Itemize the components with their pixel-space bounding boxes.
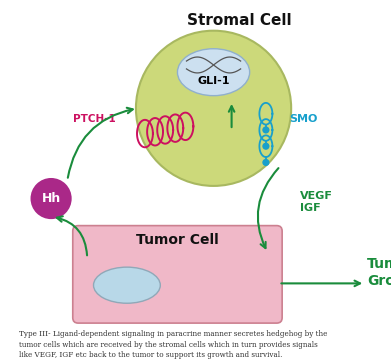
Circle shape	[263, 160, 269, 165]
Ellipse shape	[178, 49, 249, 96]
Circle shape	[136, 31, 291, 186]
Text: Tumor
Growth: Tumor Growth	[367, 257, 391, 288]
Circle shape	[263, 143, 269, 149]
Text: VEGF
IGF: VEGF IGF	[300, 191, 333, 213]
Text: Type III- Ligand-dependent signaling in paracrine manner secretes hedgehog by th: Type III- Ligand-dependent signaling in …	[19, 330, 327, 359]
Text: Hh: Hh	[41, 192, 61, 205]
Circle shape	[30, 178, 72, 219]
Ellipse shape	[93, 267, 160, 303]
Text: GLI-1: GLI-1	[197, 76, 230, 86]
FancyBboxPatch shape	[73, 226, 282, 323]
Circle shape	[263, 127, 269, 133]
Text: Stromal Cell: Stromal Cell	[187, 13, 291, 28]
Text: Tumor Cell: Tumor Cell	[136, 233, 219, 247]
Text: PTCH-1: PTCH-1	[73, 114, 116, 124]
Text: SMO: SMO	[289, 114, 318, 124]
